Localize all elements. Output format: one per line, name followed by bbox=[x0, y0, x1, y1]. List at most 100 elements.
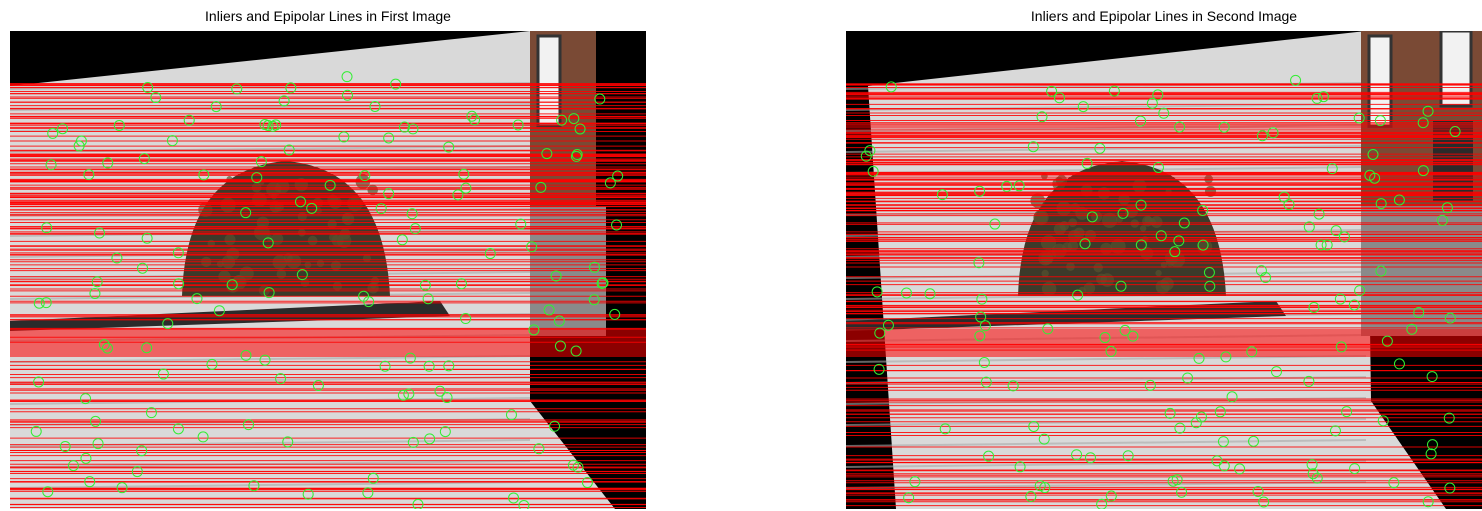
inlier-marker bbox=[1369, 172, 1381, 184]
inlier-marker bbox=[574, 123, 586, 135]
shrub-leaf bbox=[1110, 238, 1126, 254]
shrub-leaf bbox=[1093, 262, 1103, 273]
inlier-marker bbox=[1381, 335, 1393, 347]
shrub-leaf bbox=[1139, 225, 1147, 232]
inlier-marker bbox=[267, 120, 279, 132]
inlier-marker bbox=[57, 123, 69, 135]
inlier-marker bbox=[1326, 163, 1338, 175]
shrub-leaf bbox=[1101, 212, 1118, 228]
inlier-marker bbox=[1094, 142, 1106, 154]
inlier-marker bbox=[443, 141, 455, 153]
inlier-marker bbox=[1099, 332, 1111, 344]
inlier-marker bbox=[383, 188, 395, 200]
inlier-marker bbox=[469, 114, 481, 126]
inlier-marker bbox=[285, 82, 297, 94]
inlier-marker bbox=[1053, 92, 1065, 104]
shrub-leaf bbox=[1083, 282, 1096, 294]
inlier-marker bbox=[1256, 130, 1268, 142]
inlier-marker bbox=[30, 425, 42, 437]
inlier-marker bbox=[611, 219, 623, 231]
inlier-marker bbox=[1197, 204, 1209, 216]
inlier-marker bbox=[1135, 199, 1147, 211]
inlier-marker bbox=[1211, 455, 1223, 467]
inlier-marker bbox=[1441, 202, 1453, 214]
inlier-marker bbox=[1270, 366, 1282, 378]
inlier-marker bbox=[1203, 266, 1215, 278]
shrub-leaf bbox=[297, 228, 306, 237]
inlier-marker bbox=[419, 279, 431, 291]
inlier-marker bbox=[1329, 425, 1341, 437]
shrub-leaf bbox=[1155, 269, 1162, 277]
inlier-marker bbox=[983, 450, 995, 462]
inlier-marker bbox=[989, 218, 1001, 230]
inlier-marker bbox=[375, 203, 387, 215]
inlier-marker bbox=[240, 207, 252, 219]
inlier-marker bbox=[860, 150, 872, 162]
inlier-marker bbox=[1311, 472, 1323, 484]
inlier-marker bbox=[283, 144, 295, 156]
inlier-marker bbox=[1119, 324, 1131, 336]
inlier-marker bbox=[67, 460, 79, 472]
inlier-marker bbox=[422, 293, 434, 305]
inlier-marker bbox=[1303, 221, 1315, 233]
inlier-marker bbox=[1436, 214, 1448, 226]
inlier-marker bbox=[312, 379, 324, 391]
shrub-leaf bbox=[1144, 216, 1153, 224]
inlier-marker bbox=[1444, 312, 1456, 324]
inlier-marker bbox=[439, 426, 451, 438]
inlier-marker bbox=[342, 89, 354, 101]
inlier-marker bbox=[1152, 89, 1164, 101]
inlier-marker bbox=[173, 278, 185, 290]
inlier-marker bbox=[1367, 148, 1379, 160]
shrub-leaf bbox=[307, 235, 318, 246]
inlier-marker bbox=[33, 376, 45, 388]
inlier-marker bbox=[909, 476, 921, 488]
inlier-marker bbox=[91, 276, 103, 288]
inlier-marker bbox=[40, 297, 52, 309]
inlier-marker bbox=[101, 342, 113, 354]
shrub-leaf bbox=[1041, 281, 1057, 297]
inlier-marker bbox=[1377, 415, 1389, 427]
shrub-leaf bbox=[332, 281, 343, 291]
inlier-marker bbox=[1135, 239, 1147, 251]
inlier-marker bbox=[226, 279, 238, 291]
inlier-marker bbox=[455, 278, 467, 290]
inlier-marker bbox=[113, 119, 125, 131]
inlier-marker bbox=[1313, 208, 1325, 220]
inlier-marker bbox=[396, 234, 408, 246]
inlier-marker bbox=[484, 248, 496, 260]
inlier-marker bbox=[141, 342, 153, 354]
inlier-marker bbox=[1375, 198, 1387, 210]
inlier-marker bbox=[102, 157, 114, 169]
inlier-marker bbox=[341, 71, 353, 83]
inlier-marker bbox=[1036, 111, 1048, 123]
inlier-marker bbox=[974, 330, 986, 342]
inlier-marker bbox=[1155, 230, 1167, 242]
inlier-marker bbox=[73, 140, 85, 152]
inlier-marker bbox=[570, 345, 582, 357]
inlier-marker bbox=[243, 419, 255, 431]
inlier-marker bbox=[1334, 293, 1346, 305]
inlier-marker bbox=[142, 81, 154, 93]
inlier-marker bbox=[42, 486, 54, 498]
inlier-marker bbox=[231, 83, 243, 95]
inlier-marker bbox=[1425, 448, 1437, 460]
inlier-marker bbox=[98, 339, 110, 351]
inlier-marker bbox=[978, 356, 990, 368]
inlier-marker bbox=[383, 132, 395, 144]
inlier-marker bbox=[533, 443, 545, 455]
inlier-marker bbox=[89, 415, 101, 427]
inlier-marker bbox=[1341, 406, 1353, 418]
inlier-marker bbox=[1169, 246, 1181, 258]
inlier-marker bbox=[1158, 107, 1170, 119]
inlier-marker bbox=[166, 135, 178, 147]
inlier-marker bbox=[80, 452, 92, 464]
inlier-marker bbox=[1220, 351, 1232, 363]
inlier-marker bbox=[1028, 420, 1040, 432]
inlier-marker bbox=[41, 222, 53, 234]
shrub-leaf bbox=[1115, 215, 1124, 223]
brick-course bbox=[846, 145, 1367, 153]
inlier-marker bbox=[294, 196, 306, 208]
inlier-marker bbox=[1079, 238, 1091, 250]
inlier-marker bbox=[1214, 406, 1226, 418]
